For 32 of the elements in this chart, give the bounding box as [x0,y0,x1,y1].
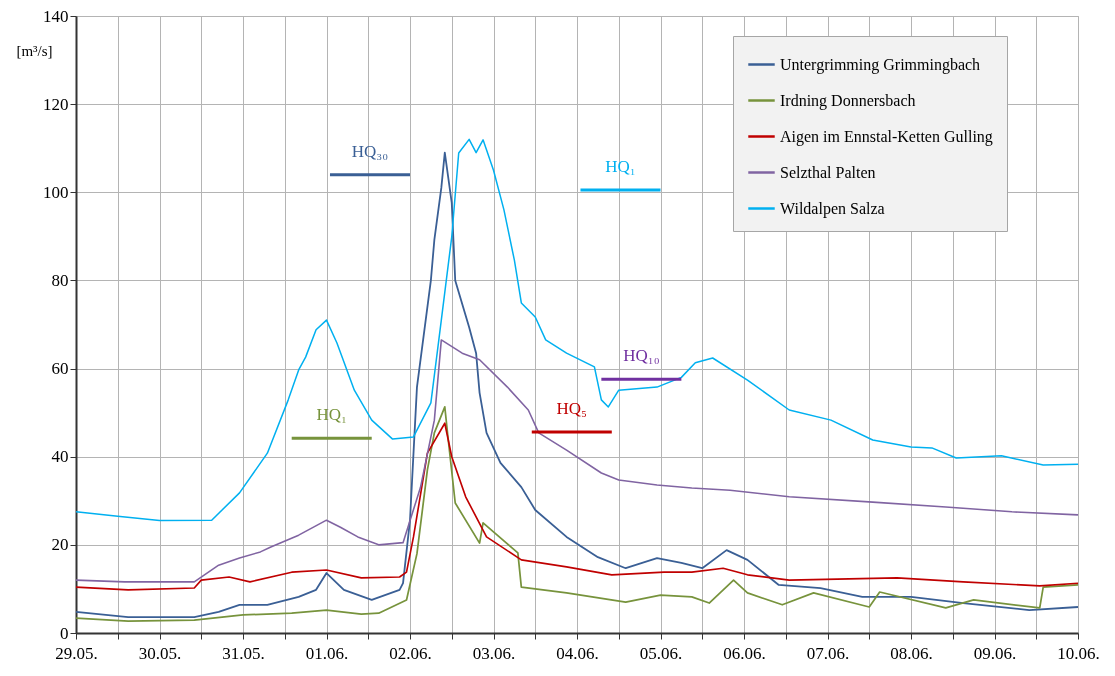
y-tick-label: 0 [60,623,69,643]
y-tick-label: 20 [51,535,69,555]
series-label: HQ₁₀ [623,346,660,366]
y-tick-label: 140 [43,6,69,26]
y-axis-title: [m³/s] [16,42,53,59]
y-tick-label: 80 [51,270,69,290]
legend-label: Irdning Donnersbach [780,91,916,110]
series-label: HQ₁ [316,405,347,425]
x-tick-label: 04.06. [556,643,599,663]
series-label: HQ₃₀ [351,141,389,161]
series-label: HQ₅ [556,399,588,419]
x-tick-label: 31.05. [222,643,265,663]
x-tick-label: 07.06. [806,643,850,663]
legend-label: Untergrimming Grimmingbach [780,55,981,74]
y-tick-label: 40 [51,447,69,467]
x-tick-label: 29.05. [55,643,98,663]
x-tick-label: 02.06. [389,643,432,663]
x-tick-label: 09.06. [973,643,1017,663]
x-tick-label: 06.06. [723,643,766,663]
y-tick-label: 60 [51,359,69,379]
legend-label: Aigen im Ennstal-Ketten Gulling [780,127,993,146]
series-label: HQ₁ [605,157,636,177]
y-tick-label: 120 [43,94,69,114]
x-tick-label: 01.06. [305,643,349,663]
x-tick-label: 08.06. [890,643,933,663]
x-tick-label: 30.05. [138,643,182,663]
x-tick-label: 05.06. [639,643,683,663]
x-tick-label: 10.06. [1057,643,1100,663]
legend-label: Selzthal Palten [780,163,876,181]
x-tick-label: 03.06. [472,643,516,663]
y-tick-label: 100 [43,182,69,202]
legend-label: Wildalpen Salza [780,199,885,218]
